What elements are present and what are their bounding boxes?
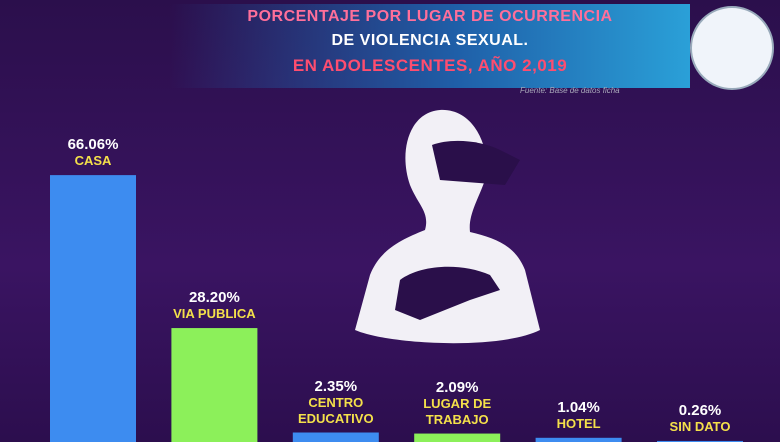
bar-label: 66.06% CASA <box>38 136 148 169</box>
data-label: 66.06% <box>67 136 119 154</box>
chart-title: EN ADOLESCENTES, AÑO 2,019 <box>292 56 568 75</box>
bar-label: 2.35% CENTRO EDUCATIVO <box>281 378 391 427</box>
data-label: 28.20% <box>188 289 240 307</box>
data-label: 2.09% <box>435 378 479 396</box>
bar <box>50 175 136 442</box>
source: Fuente: Base de datos ficha <box>520 86 620 95</box>
bar <box>657 440 743 442</box>
bar-label: 28.20% VIA PUBLICA <box>159 289 269 322</box>
chart-title: DE VIOLENCIA SEXUAL. <box>331 32 529 49</box>
category-label: VIA PUBLICA <box>173 306 256 322</box>
category-label: HOTEL <box>556 415 601 431</box>
bar <box>292 432 379 442</box>
data-label: 1.04% <box>557 398 600 416</box>
category-label: CASA <box>74 153 112 169</box>
category-label: SIN DATO <box>669 418 731 434</box>
title-band <box>170 4 690 88</box>
bar <box>535 437 622 442</box>
hand <box>432 140 520 185</box>
bar-label: 1.04% HOTEL <box>524 399 634 432</box>
data-label: 0.26% <box>678 401 722 419</box>
bar <box>414 433 501 442</box>
bar-label: 2.09% LUGAR DE TRABAJO <box>402 379 512 428</box>
hand <box>395 266 500 320</box>
logo <box>690 6 774 90</box>
category-label: LUGAR DE TRABAJO <box>423 395 492 427</box>
data-label: 2.35% <box>314 377 358 395</box>
bar-label: 0.26% SIN DATO <box>645 402 755 435</box>
bar <box>171 328 258 442</box>
category-label: CENTRO EDUCATIVO <box>297 394 374 426</box>
chart-title: PORCENTAJE POR LUGAR DE OCURRENCIA <box>247 8 613 25</box>
